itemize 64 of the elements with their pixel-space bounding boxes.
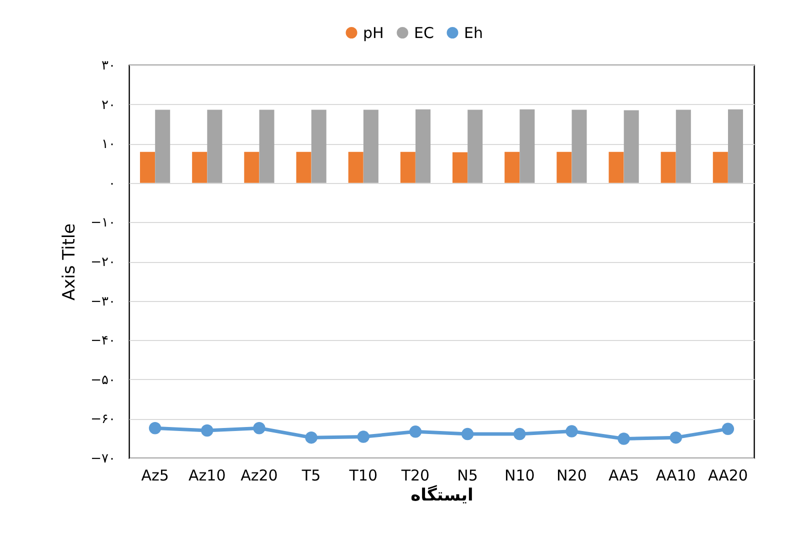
y-tick-label: −۳۰	[90, 294, 116, 310]
x-tick-label: N10	[504, 466, 535, 484]
x-tick-label: AA20	[708, 466, 748, 484]
y-tick-label: −۴۰	[90, 334, 116, 349]
point	[409, 426, 422, 438]
y-tick-label: −۲۰	[90, 255, 116, 270]
bar	[504, 152, 520, 183]
bar	[348, 152, 364, 183]
bar	[400, 152, 416, 183]
bar	[572, 110, 587, 183]
y-tick-label: ۰	[108, 176, 116, 192]
x-axis-title: ایستگاه	[410, 484, 474, 506]
legend-label: EC	[414, 24, 434, 42]
bar	[155, 110, 170, 183]
bar	[416, 109, 431, 183]
bar	[363, 110, 378, 183]
x-tick-label: Az20	[240, 466, 278, 484]
bar	[520, 109, 535, 183]
point	[618, 432, 630, 445]
bar	[452, 152, 468, 183]
bar	[207, 110, 222, 183]
point	[148, 422, 162, 434]
point	[566, 425, 578, 438]
x-tick-label: AA5	[608, 466, 640, 484]
y-tick-label: ۱۰	[102, 137, 116, 152]
y-tick-label: −۷۰	[90, 452, 116, 466]
bar	[192, 152, 208, 183]
x-tick-label: T10	[348, 466, 378, 484]
y-tick-label: −۶۰	[90, 412, 116, 428]
y-tick-label: ۳۰	[102, 58, 116, 74]
x-tick-label: AA10	[656, 466, 696, 484]
x-tick-label: T5	[300, 466, 321, 484]
point	[201, 424, 214, 437]
x-tick-label: Az10	[188, 466, 226, 484]
bar	[311, 110, 326, 183]
legend-label: pH	[363, 24, 384, 42]
bar	[244, 152, 260, 183]
y-axis-title: Axis Title	[60, 223, 80, 301]
x-tick-label: N20	[556, 466, 587, 484]
point	[305, 431, 318, 444]
bar	[556, 152, 572, 183]
bar	[712, 152, 728, 183]
bar	[660, 152, 676, 183]
bar	[468, 110, 483, 183]
point	[461, 428, 474, 440]
point	[357, 430, 370, 443]
bar	[676, 110, 691, 183]
bar	[259, 110, 274, 183]
bar	[608, 152, 624, 183]
point	[514, 428, 526, 440]
bar	[624, 110, 639, 183]
y-tick-label: −۱۰	[90, 216, 116, 231]
point	[722, 422, 734, 436]
x-tick-label: T20	[400, 466, 430, 484]
point	[253, 422, 266, 434]
legend-label: Eh	[464, 24, 483, 42]
x-tick-label: Az5	[141, 466, 169, 484]
bar	[140, 152, 155, 183]
bar	[728, 109, 744, 183]
point	[670, 431, 682, 444]
y-tick-label: ۲۰	[102, 98, 116, 113]
x-tick-label: N5	[457, 466, 478, 484]
bar	[296, 152, 312, 183]
y-tick-label: −۵۰	[90, 372, 116, 388]
